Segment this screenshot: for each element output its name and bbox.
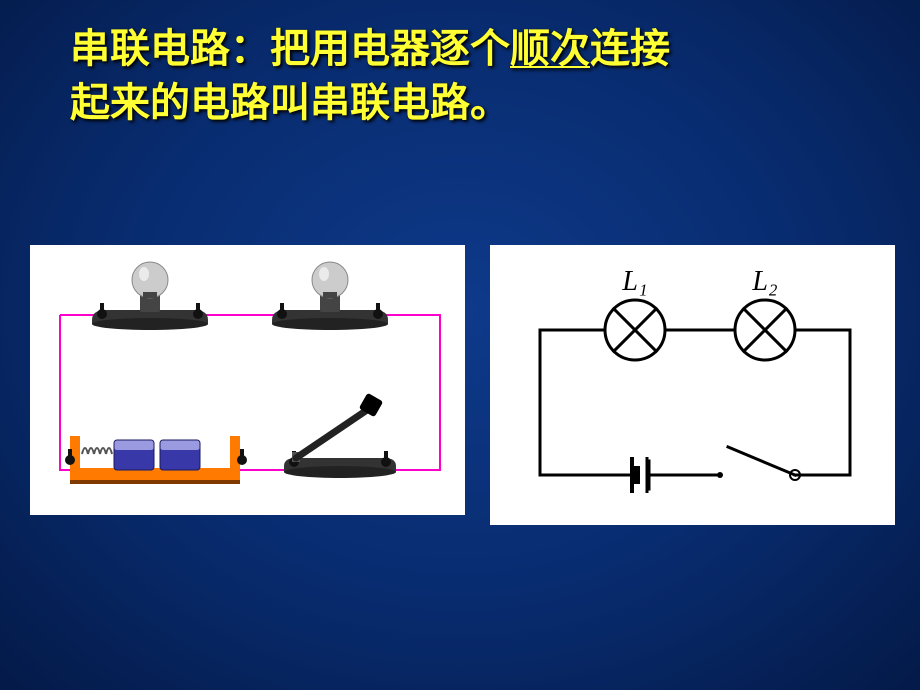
series-circuit-schematic: L₁ L₂: [490, 245, 895, 525]
title-part-a: 串联电路：把用电器逐个: [70, 27, 510, 71]
svg-text:L₁: L₁: [621, 266, 647, 297]
slide-title: 串联电路：把用电器逐个顺次连接 起来的电路叫串联电路。: [70, 22, 860, 130]
svg-text:L₂: L₂: [751, 266, 778, 297]
left-figure-panel: [30, 245, 465, 515]
series-circuit-illustration: [30, 245, 465, 515]
right-figure-panel: L₁ L₂: [490, 245, 895, 525]
title-underlined: 顺次: [510, 27, 590, 71]
title-line2: 起来的电路叫串联电路。: [70, 81, 510, 125]
title-part-c: 连接: [590, 27, 670, 71]
